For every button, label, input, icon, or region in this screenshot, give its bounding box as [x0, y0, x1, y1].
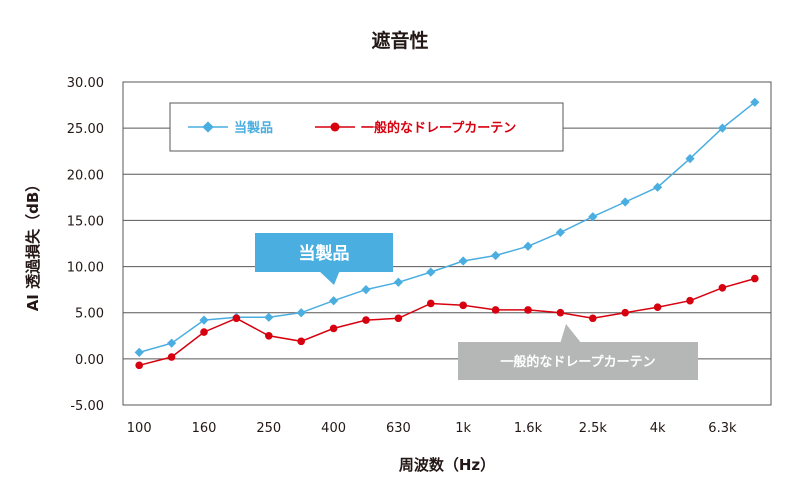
data-point-series-2 [589, 314, 597, 323]
x-tick-label: 630 [386, 421, 411, 436]
data-point-series-2 [329, 324, 338, 333]
data-point-series-1 [199, 315, 209, 325]
data-point-series-1 [717, 123, 727, 133]
data-point-series-2 [427, 299, 435, 308]
chart-title: 遮音性 [371, 29, 428, 52]
data-point-series-1 [685, 153, 695, 164]
data-point-series-2 [459, 301, 468, 310]
x-axis-ticks: 100 160 250 400 630 1k 1.6k 2.5k 4k 6.3k [127, 421, 737, 436]
data-point-series-1 [296, 308, 306, 318]
data-point-series-2 [135, 361, 143, 370]
callout-product: 当製品 [255, 233, 393, 285]
data-point-series-2 [686, 296, 694, 305]
data-point-series-2 [751, 274, 759, 283]
data-point-series-2 [718, 283, 727, 292]
data-point-series-2 [232, 314, 241, 323]
y-tick-label: 30.00 [67, 76, 104, 91]
x-tick-label: 100 [127, 421, 152, 436]
y-axis-ticks: 30.00 25.00 20.00 15.00 10.00 5.00 0.00 -5.00 [67, 76, 104, 414]
data-point-series-1 [264, 312, 274, 322]
data-point-series-2 [200, 328, 208, 336]
callout-curtain-pointer [560, 324, 582, 344]
y-tick-label: 0.00 [75, 353, 104, 368]
data-point-series-1 [167, 338, 177, 348]
data-point-series-1 [458, 256, 468, 266]
y-tick-label: 20.00 [67, 168, 104, 183]
y-tick-label: 25.00 [67, 122, 104, 137]
data-point-series-1 [329, 296, 339, 306]
data-point-series-2 [297, 337, 306, 346]
data-point-series-1 [523, 241, 533, 251]
series-line-1 [138, 101, 756, 354]
y-tick-label: 5.00 [75, 307, 104, 322]
data-point-series-1 [491, 250, 501, 261]
y-tick-label: -5.00 [70, 399, 104, 414]
data-point-series-2 [394, 314, 403, 323]
data-point-series-1 [426, 267, 436, 277]
data-point-series-1 [620, 197, 630, 207]
callout-product-box [255, 233, 393, 272]
legend-label-series-1: 当製品 [234, 120, 273, 136]
x-axis-label: 周波数（Hz） [399, 456, 495, 474]
data-point-series-2 [491, 306, 500, 314]
data-point-series-1 [653, 182, 663, 192]
grid [123, 127, 771, 360]
x-tick-label: 2.5k [579, 421, 608, 436]
data-point-series-2 [524, 306, 532, 314]
plot-area-border [122, 81, 772, 406]
data-point-series-1 [361, 285, 371, 295]
x-tick-label: 1k [455, 421, 471, 436]
data-point-series-1 [134, 347, 144, 357]
x-tick-label: 400 [321, 421, 346, 436]
data-point-series-1 [555, 227, 565, 238]
x-tick-label: 4k [650, 421, 666, 436]
data-point-series-2 [653, 303, 662, 311]
callout-curtain: 一般的なドレープカーテン [458, 324, 698, 380]
data-point-series-1 [750, 97, 760, 107]
data-point-series-2 [556, 308, 565, 317]
callout-product-label: 当製品 [299, 243, 350, 264]
legend: 当製品 一般的なドレープカーテン [169, 102, 564, 152]
callout-curtain-label: 一般的なドレープカーテン [500, 354, 655, 370]
data-point-series-2 [167, 353, 176, 361]
x-tick-label: 250 [256, 421, 281, 436]
data-point-series-2 [265, 331, 273, 340]
legend-label-series-2: 一般的なドレープカーテン [361, 120, 516, 136]
series-layer [134, 97, 760, 370]
data-point-series-1 [588, 212, 598, 222]
y-tick-label: 15.00 [67, 214, 104, 229]
callout-product-pointer [318, 270, 340, 285]
y-axis-label: AI 透過損失（dB） [24, 177, 42, 312]
x-tick-label: 6.3k [708, 421, 737, 436]
x-tick-label: 1.6k [514, 421, 543, 436]
y-tick-label: 10.00 [67, 261, 104, 276]
data-point-series-2 [362, 316, 370, 324]
legend-marker-series-2 [330, 122, 340, 132]
legend-box [169, 102, 564, 152]
data-point-series-2 [621, 308, 629, 317]
data-point-series-1 [393, 277, 403, 287]
series-line-2 [139, 277, 756, 367]
callout-curtain-box [458, 342, 698, 380]
x-tick-label: 160 [192, 421, 217, 436]
